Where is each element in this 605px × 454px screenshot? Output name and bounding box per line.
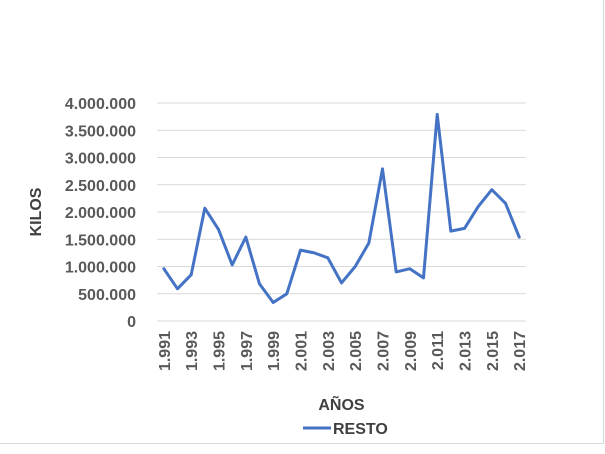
x-tick-label: 2.001 — [294, 331, 311, 371]
legend: RESTO — [303, 421, 388, 438]
chart-frame — [0, 0, 604, 444]
series-group — [162, 112, 521, 304]
y-tick-label: 4.000.000 — [65, 96, 136, 113]
y-axis-title: KILOS — [28, 187, 45, 236]
x-tick-label: 2.013 — [458, 331, 475, 371]
y-axis-ticks: 0 500.000 1.000.000 1.500.000 2.000.000 2.500… — [65, 96, 136, 331]
gridlines — [157, 102, 526, 322]
x-tick-label: 2.007 — [376, 331, 393, 371]
y-tick-label: 1.000.000 — [65, 260, 136, 277]
y-tick-label: 3.500.000 — [65, 123, 136, 140]
x-tick-label: 2.015 — [485, 331, 502, 371]
y-tick-label: 2.000.000 — [65, 205, 136, 222]
x-tick-label: 2.003 — [321, 331, 338, 371]
x-tick-label: 2.005 — [348, 331, 365, 371]
legend-label: RESTO — [333, 421, 388, 438]
series-line — [162, 112, 521, 304]
y-tick-label: 2.500.000 — [65, 178, 136, 195]
x-tick-label: 2.011 — [430, 331, 447, 370]
x-tick-label: 1.997 — [239, 331, 256, 371]
y-tick-label: 0 — [127, 314, 136, 331]
x-axis-ticks: 1.991 1.993 1.995 1.997 1.999 2.001 2.003 2.005… — [157, 331, 529, 371]
x-tick-label: 2.009 — [403, 331, 420, 371]
x-tick-label: 1.993 — [184, 331, 201, 371]
x-tick-label: 1.991 — [157, 331, 174, 371]
y-tick-label: 500.000 — [78, 287, 136, 304]
x-tick-label: 1.995 — [212, 331, 229, 371]
x-tick-label: 1.999 — [266, 331, 283, 371]
x-tick-label: 2.017 — [512, 331, 529, 371]
y-tick-label: 3.000.000 — [65, 151, 136, 168]
x-axis-title: AÑOS — [318, 394, 365, 414]
y-tick-label: 1.500.000 — [65, 232, 136, 249]
